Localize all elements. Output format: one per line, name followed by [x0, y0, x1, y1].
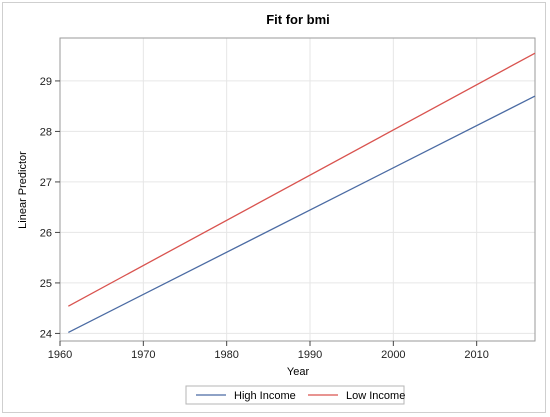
legend-label: Low Income — [346, 390, 405, 402]
chart-title: Fit for bmi — [266, 12, 330, 27]
y-axis-label: Linear Predictor — [17, 151, 29, 229]
x-tick-label: 1980 — [214, 349, 238, 361]
x-tick-label: 1960 — [48, 349, 72, 361]
x-axis-ticks: 1960 1970 1980 1990 2000 2010 — [48, 341, 489, 361]
y-tick-label: 27 — [40, 177, 52, 189]
x-axis-label: Year — [287, 366, 310, 378]
legend-box — [185, 385, 405, 405]
plot-area — [59, 37, 536, 342]
legend-label: High Income — [234, 390, 296, 402]
series-line-high-income — [68, 95, 536, 333]
x-tick-label: 2010 — [464, 349, 488, 361]
y-axis-ticks: 24 25 26 27 28 29 — [40, 76, 60, 340]
y-tick-label: 28 — [40, 126, 52, 138]
y-tick-label: 29 — [40, 76, 52, 88]
legend: High Income Low Income — [196, 390, 405, 402]
series-line-low-income — [68, 52, 536, 307]
y-tick-label: 26 — [40, 227, 52, 239]
y-tick-label: 24 — [40, 328, 52, 340]
x-tick-label: 1970 — [131, 349, 155, 361]
x-tick-label: 2000 — [381, 349, 405, 361]
grid-lines — [60, 38, 535, 341]
y-tick-label: 25 — [40, 278, 52, 290]
x-tick-label: 1990 — [298, 349, 322, 361]
series-lines — [68, 52, 536, 333]
chart-frame — [2, 2, 546, 413]
